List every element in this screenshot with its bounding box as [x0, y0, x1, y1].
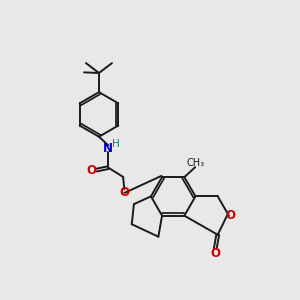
Text: CH₃: CH₃ [187, 158, 205, 168]
Text: N: N [103, 142, 113, 155]
Text: O: O [225, 209, 235, 222]
Text: O: O [86, 164, 97, 177]
Text: O: O [119, 187, 129, 200]
Text: H: H [112, 139, 119, 149]
Text: O: O [210, 247, 220, 260]
